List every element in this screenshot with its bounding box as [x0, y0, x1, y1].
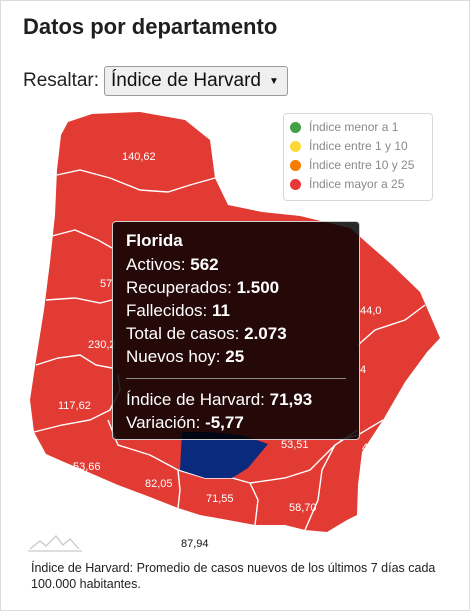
- highlight-select-value: Índice de Harvard: [111, 70, 261, 91]
- dept-label: 44,0: [360, 305, 381, 317]
- dept-label: 57: [100, 278, 112, 290]
- tooltip-activos: Activos: 562: [126, 255, 219, 274]
- page-title: Datos por departamento: [23, 14, 278, 39]
- legend: Índice menor a 1 Índice entre 1 y 10 Índ…: [283, 113, 433, 201]
- tooltip-variacion: Variación: -5,77: [126, 413, 244, 432]
- legend-item[interactable]: Índice menor a 1: [290, 120, 398, 134]
- department-florida[interactable]: [180, 432, 268, 478]
- legend-dot-orange: [290, 159, 301, 171]
- legend-item[interactable]: Índice mayor a 25: [290, 177, 404, 191]
- legend-item[interactable]: Índice entre 1 y 10: [290, 139, 408, 153]
- department-tooltip: Florida Activos: 562 Recuperados: 1.500 …: [112, 221, 360, 440]
- chevron-down-icon: ▼: [269, 75, 279, 87]
- tooltip-harvard: Índice de Harvard: 71,93: [126, 390, 313, 409]
- dept-label: 47,25: [362, 442, 390, 454]
- dept-label: 140,62: [122, 151, 156, 163]
- legend-label: Índice mayor a 25: [309, 177, 405, 191]
- tooltip-divider: [126, 378, 346, 379]
- legend-item[interactable]: Índice entre 10 y 25: [290, 158, 414, 172]
- tooltip-department-name: Florida: [126, 231, 183, 250]
- dept-label: 117,62: [58, 400, 91, 412]
- dept-label-outside: 87,94: [181, 538, 209, 550]
- footer-note: Índice de Harvard: Promedio de casos nue…: [31, 561, 436, 591]
- legend-dot-yellow: [290, 140, 301, 152]
- legend-dot-green: [290, 121, 301, 133]
- tooltip-nuevos: Nuevos hoy: 25: [126, 347, 245, 366]
- mountain-logo-icon: [28, 535, 82, 552]
- legend-label: Índice entre 1 y 10: [309, 139, 408, 153]
- dept-label: 230,2: [88, 339, 116, 351]
- dept-label: 53,66: [73, 461, 101, 473]
- dept-label: 71,55: [206, 493, 234, 505]
- tooltip-recuperados: Recuperados: 1.500: [126, 278, 280, 297]
- legend-label: Índice menor a 1: [309, 120, 399, 134]
- dept-label: 4: [360, 364, 366, 376]
- dept-label: 53,51: [281, 439, 309, 451]
- tooltip-total: Total de casos: 2.073: [126, 324, 287, 343]
- highlight-label: Resaltar:: [23, 70, 100, 91]
- dept-label: 82,05: [145, 478, 173, 490]
- tooltip-fallecidos: Fallecidos: 11: [126, 301, 230, 320]
- highlight-select[interactable]: Índice de Harvard ▼: [104, 66, 288, 96]
- legend-label: Índice entre 10 y 25: [309, 158, 415, 172]
- legend-dot-red: [290, 178, 301, 190]
- highlight-row: Resaltar: Índice de Harvard ▼: [23, 66, 288, 96]
- dept-label: 58,70: [289, 502, 317, 514]
